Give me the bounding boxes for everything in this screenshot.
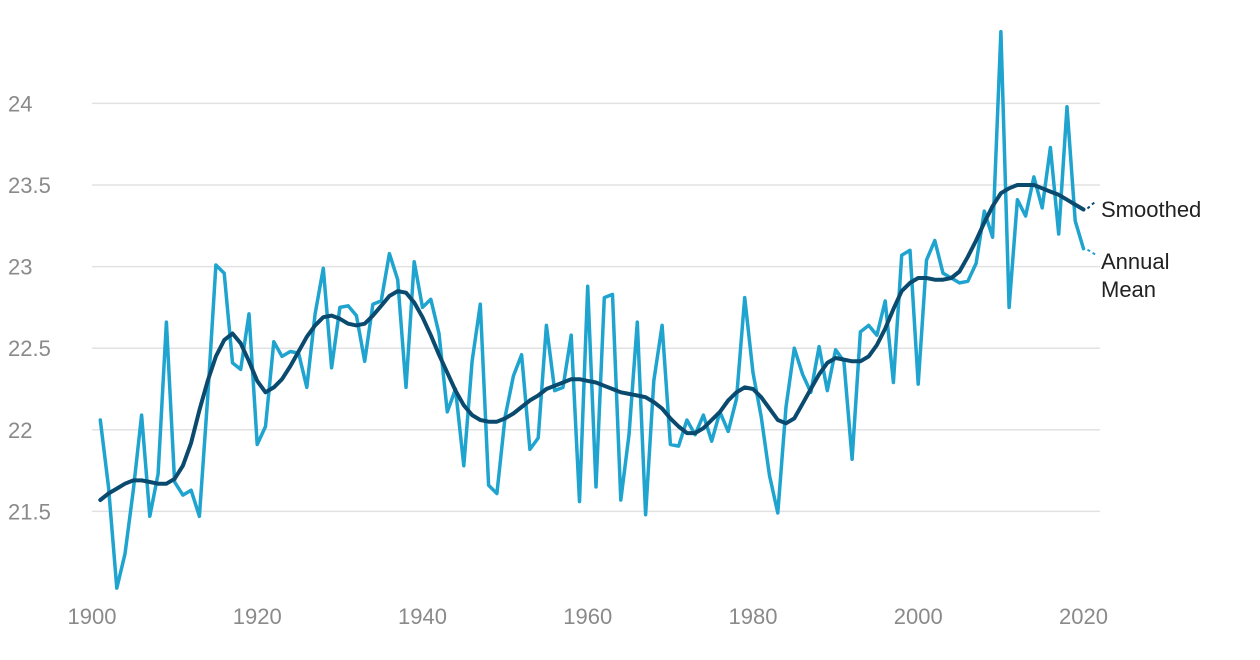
y-tick-label: 24 <box>8 91 32 116</box>
x-tick-label: 1980 <box>729 604 778 629</box>
y-tick-label: 23.5 <box>8 173 51 198</box>
gridlines <box>92 102 1100 513</box>
annual-mean-line <box>98 29 1086 590</box>
x-tick-label: 1940 <box>398 604 447 629</box>
x-tick-label: 2020 <box>1059 604 1108 629</box>
y-axis-ticks: 21.5 22 22.5 23 23.5 24 <box>8 91 51 524</box>
x-tick-label: 1920 <box>233 604 282 629</box>
annual-label-line: Mean <box>1101 277 1156 302</box>
x-axis-ticks: 1900 1920 1940 1960 1980 2000 2020 <box>68 604 1108 629</box>
smoothed-leader-line <box>1086 200 1097 210</box>
annual-label-line: Annual <box>1101 249 1170 274</box>
x-tick-label: 1900 <box>68 604 117 629</box>
annual-mean-leader-line <box>1086 248 1097 256</box>
smoothed-series-label: Smoothed <box>1101 197 1201 222</box>
y-tick-label: 22 <box>8 418 32 443</box>
y-tick-label: 21.5 <box>8 499 51 524</box>
smoothed-label-line: Smoothed <box>1101 197 1201 222</box>
y-tick-label: 23 <box>8 255 32 280</box>
x-tick-label: 1960 <box>563 604 612 629</box>
y-tick-label: 22.5 <box>8 336 51 361</box>
smoothed-line <box>98 183 1086 502</box>
annual-mean-series-label: Annual Mean <box>1101 249 1176 302</box>
x-tick-label: 2000 <box>894 604 943 629</box>
